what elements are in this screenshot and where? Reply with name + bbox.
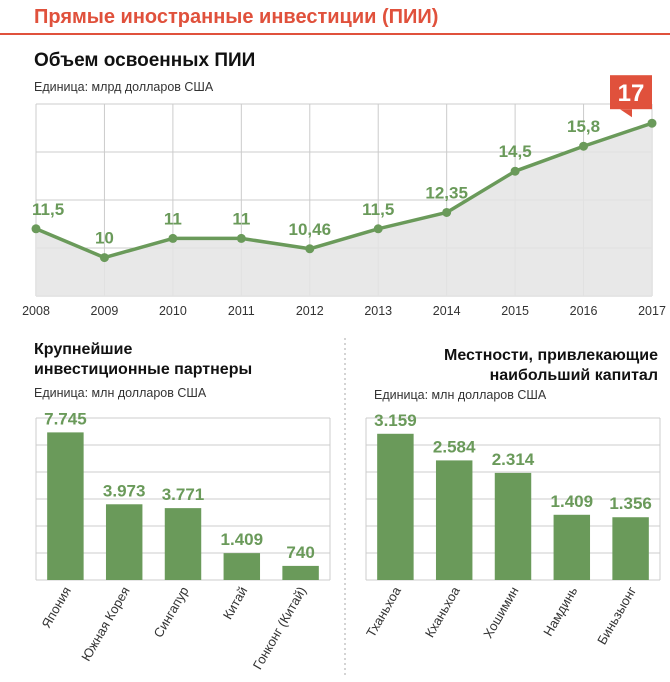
regions-chart-value-label: 1.409 (551, 492, 594, 511)
left-chart-title-line2: инвестиционные партнеры (34, 361, 253, 378)
regions-chart-category-label: Намдинь (540, 584, 580, 639)
line-chart-point (99, 253, 109, 263)
regions-chart-value-label: 2.584 (433, 437, 476, 456)
partners-chart-bar (223, 553, 261, 580)
regions-chart-bar (553, 514, 591, 580)
line-chart-title: Объем освоенных ПИИ (34, 50, 256, 71)
line-chart-x-tick: 2008 (22, 304, 50, 318)
partners-chart-value-label: 1.409 (221, 530, 264, 549)
line-chart-value-label: 10,46 (289, 220, 332, 239)
line-chart-highlight-pointer (620, 109, 632, 118)
line-chart-x-tick: 2009 (91, 304, 119, 318)
partners-chart-bar (47, 432, 84, 580)
line-chart-unit: Единица: млрд долларов США (34, 80, 214, 94)
partners-chart-value-label: 3.973 (103, 481, 146, 500)
partners-chart-value-label: 3.771 (162, 485, 205, 504)
line-chart-point (305, 244, 315, 254)
page-title: Прямые иностранные инвестиции (ПИИ) (34, 6, 439, 28)
header-banner: Прямые иностранные инвестиции (ПИИ) (0, 0, 670, 35)
line-chart-point (236, 233, 246, 243)
regions-chart-bar (494, 472, 532, 580)
right-chart-title-line2: наибольший капитал (489, 367, 658, 384)
partners-chart-bar (282, 565, 319, 580)
header-divider (0, 33, 670, 35)
line-chart-value-label: 11,5 (32, 200, 64, 219)
partners-chart-category-label: Южная Корея (78, 584, 133, 664)
line-chart-value-label: 10 (95, 229, 114, 248)
line-chart-x-tick: 2015 (501, 304, 529, 318)
line-chart-x-tick: 2012 (296, 304, 324, 318)
line-chart-value-label-highlight: 17 (618, 80, 645, 107)
line-chart-series-line (35, 121, 653, 260)
line-chart-x-tick: 2013 (364, 304, 392, 318)
line-chart-value-label: 12,35 (425, 183, 468, 202)
line-chart-x-tick: 2016 (570, 304, 598, 318)
left-chart-title-line1: Крупнейшие (34, 341, 133, 358)
line-chart-point (31, 224, 41, 234)
partners-chart-bar (164, 508, 202, 580)
line-chart-value-label: 11,5 (362, 200, 394, 219)
partners-chart-value-label: 7.745 (44, 409, 87, 428)
line-chart-point (510, 166, 520, 176)
partners-chart-bar (105, 504, 143, 580)
partners-chart-value-label: 740 (286, 543, 314, 562)
line-chart-x-tick: 2011 (228, 304, 255, 318)
line-chart-value-label: 15,8 (567, 117, 600, 136)
right-chart-title-line1: Местности, привлекающие (444, 347, 658, 364)
partners-chart-category-label: Китай (220, 584, 251, 622)
partners-chart-category-label: Япония (38, 584, 74, 631)
line-chart-point (647, 118, 657, 128)
line-chart-area (36, 123, 652, 296)
regions-chart-bar (435, 460, 473, 580)
line-chart-point (442, 207, 452, 217)
line-chart-highlight-box (610, 75, 652, 110)
line-chart-point (373, 224, 383, 234)
line-chart-value-label: 11 (232, 209, 250, 228)
partners-chart-category-label: Сингапур (151, 584, 192, 640)
line-chart-x-tick: 2014 (433, 304, 461, 318)
regions-chart-value-label: 2.314 (492, 450, 535, 469)
regions-chart-category-label: Кханьхоа (422, 583, 463, 640)
left-chart-unit: Единица: млн долларов США (34, 386, 207, 400)
right-chart-unit: Единица: млн долларов США (374, 388, 547, 402)
regions-chart-value-label: 1.356 (609, 494, 652, 513)
partners-chart-category-label: Гонконг (Китай) (250, 584, 309, 672)
line-chart-value-label: 11 (164, 209, 182, 228)
regions-chart-category-label: Биньзыонг (594, 584, 639, 647)
line-chart-value-label: 14,5 (499, 142, 532, 161)
regions-chart-category-label: Хошимин (480, 584, 521, 641)
line-chart-x-tick: 2010 (159, 304, 187, 318)
regions-chart-category-label: Тханьхоа (363, 583, 404, 639)
line-chart-point (168, 233, 178, 243)
line-chart-point (579, 141, 589, 151)
regions-chart-bar (612, 517, 649, 580)
regions-chart-value-label: 3.159 (374, 411, 417, 430)
regions-chart-bar (377, 433, 414, 580)
line-chart-x-tick: 2017 (638, 304, 666, 318)
